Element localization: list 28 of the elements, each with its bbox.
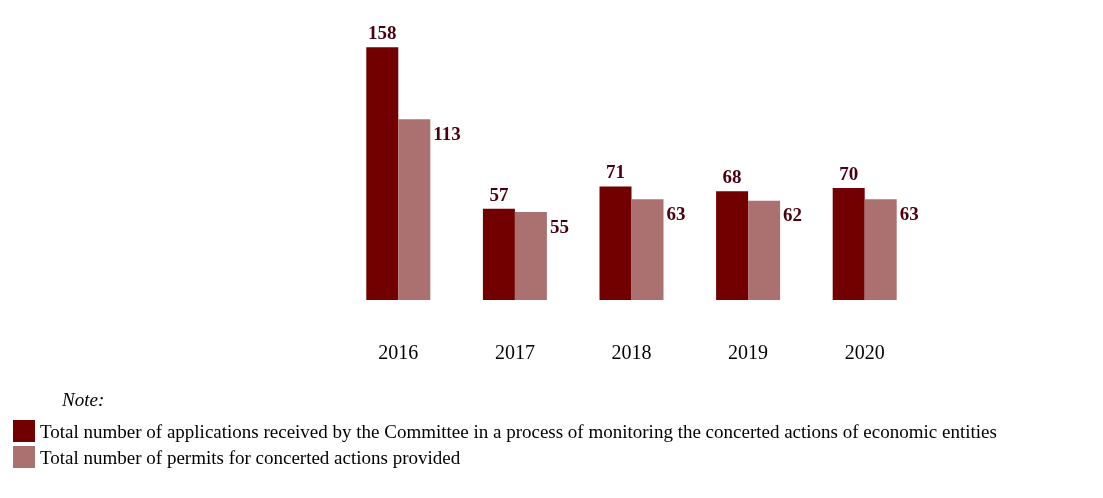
x-tick-label: 2017 <box>494 341 535 363</box>
legend-label: Total number of applications received by the Committee in a process of monitoring the concerted actions of economic entities <box>40 420 997 442</box>
data-label: 55 <box>549 215 569 237</box>
data-label: 70 <box>839 163 859 184</box>
x-tick-label: 2019 <box>728 341 769 363</box>
bar <box>366 47 399 300</box>
x-tick-label: 2016 <box>378 341 419 363</box>
bar <box>398 119 431 300</box>
x-tick-label: 2018 <box>611 341 652 363</box>
data-label: 57 <box>489 183 509 205</box>
bar <box>482 208 515 300</box>
bar <box>631 199 664 300</box>
bar <box>716 191 749 300</box>
bar <box>514 212 547 300</box>
legend-label: Total number of permits for concerted actions provided <box>40 446 461 468</box>
data-label: 113 <box>433 122 461 144</box>
bar <box>599 186 632 300</box>
data-label: 71 <box>606 161 625 183</box>
bar <box>748 200 781 300</box>
data-label: 68 <box>722 166 742 188</box>
data-label: 63 <box>899 202 919 224</box>
data-label: 158 <box>368 22 397 44</box>
x-tick-label: 2020 <box>844 341 885 363</box>
data-label: 62 <box>783 204 803 226</box>
data-label: 63 <box>666 202 686 224</box>
legend-title: Note: <box>61 389 105 410</box>
bar <box>864 199 897 300</box>
bar <box>832 188 865 300</box>
